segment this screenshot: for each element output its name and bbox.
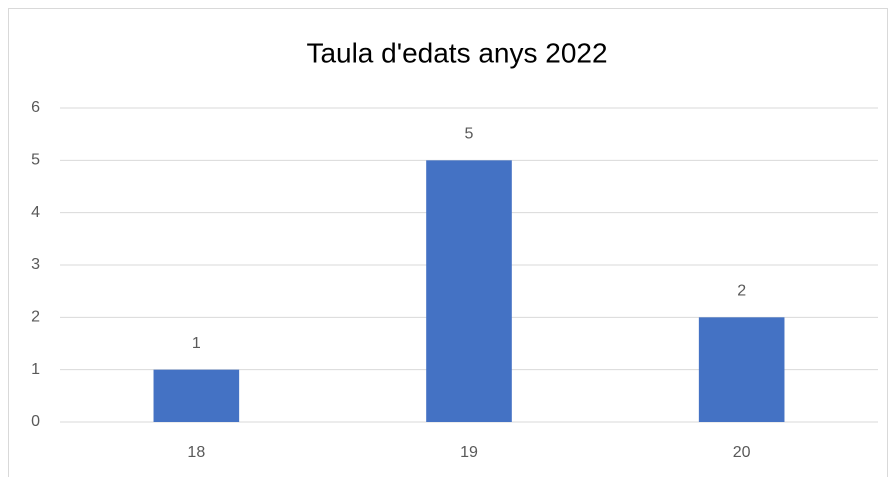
chart-title: Taula d'edats anys 2022 [306, 37, 607, 68]
data-label: 2 [737, 283, 746, 300]
y-tick-label: 2 [31, 309, 40, 326]
y-tick-label: 6 [31, 99, 40, 116]
y-tick-label: 3 [31, 256, 40, 273]
x-tick-label: 18 [187, 444, 205, 461]
bar [153, 369, 240, 422]
bar [698, 317, 785, 422]
data-label: 1 [192, 335, 201, 352]
x-tick-label: 19 [460, 444, 478, 461]
y-tick-label: 1 [31, 361, 40, 378]
y-tick-label: 4 [31, 204, 40, 221]
y-tick-label: 5 [31, 152, 40, 169]
bar [426, 160, 512, 423]
y-tick-label: 0 [31, 413, 40, 430]
data-label: 5 [465, 126, 474, 143]
x-tick-label: 20 [733, 444, 751, 461]
